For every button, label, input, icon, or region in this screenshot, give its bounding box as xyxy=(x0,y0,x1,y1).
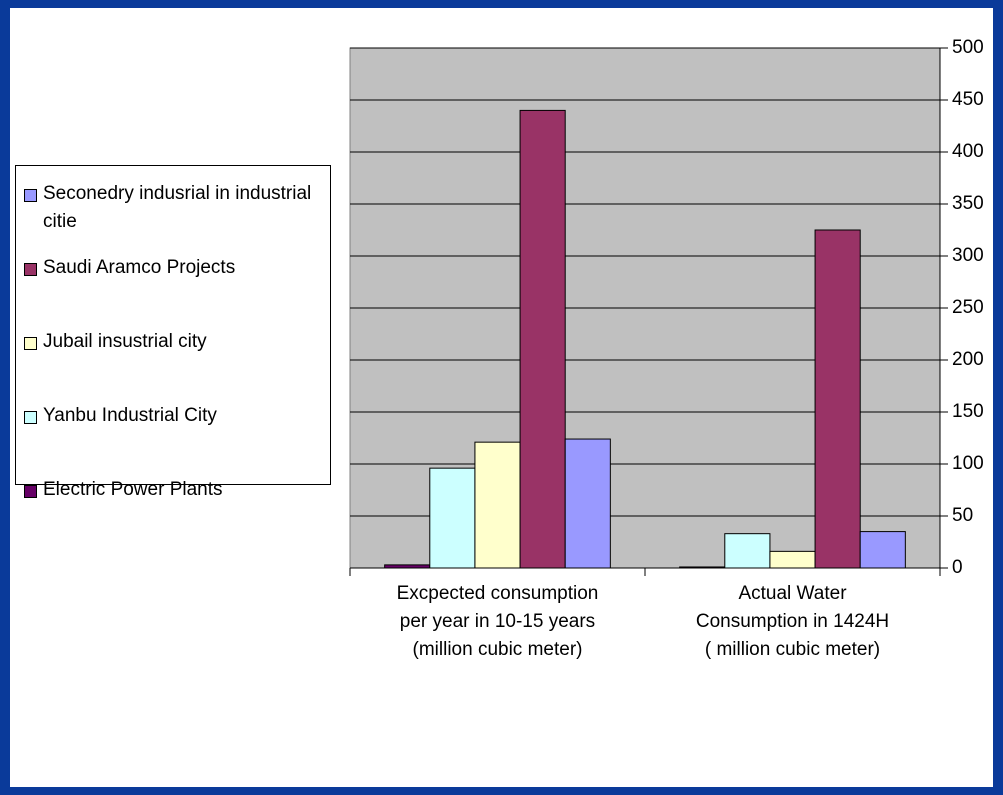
legend-entry: Yanbu Industrial City xyxy=(24,402,324,476)
bar xyxy=(384,564,431,569)
y-tick-label: 350 xyxy=(952,193,984,214)
bar xyxy=(724,533,771,569)
legend-swatch xyxy=(24,263,37,276)
legend-label: Yanbu Industrial City xyxy=(43,405,217,426)
bar xyxy=(474,441,521,569)
y-tick-label: 300 xyxy=(952,245,984,266)
bar xyxy=(519,109,566,569)
legend-entry: Seconedry indusrial in industrial citie xyxy=(24,180,324,254)
y-tick-label: 500 xyxy=(952,37,984,58)
y-tick-label: 450 xyxy=(952,89,984,110)
legend-label: Jubail insustrial city xyxy=(43,331,207,352)
chart-frame: 0 50 100 150 200 250 300 350 400 450 500 Seconedry… xyxy=(10,8,993,787)
x-tick-label: Excpected consumption per year in 10-15 … xyxy=(396,583,599,660)
legend-entry: Jubail insustrial city xyxy=(24,328,324,402)
y-tick-label: 150 xyxy=(952,401,984,422)
bar xyxy=(429,467,476,569)
legend-swatch xyxy=(24,337,37,350)
bar xyxy=(769,550,816,569)
bar xyxy=(679,566,726,569)
legend-entry: Electric Power Plants xyxy=(24,476,324,550)
legend-entry: Saudi Aramco Projects xyxy=(24,254,324,328)
y-tick-label: 50 xyxy=(952,505,973,526)
x-tick-label: Actual Water Consumption in 1424H ( mill… xyxy=(695,583,890,660)
chart: 0 50 100 150 200 250 300 350 400 450 500 xyxy=(349,37,984,578)
bar xyxy=(564,438,611,569)
legend: Seconedry indusrial in industrial citie S… xyxy=(15,165,331,500)
legend-label: Electric Power Plants xyxy=(43,479,223,500)
y-tick-label: 400 xyxy=(952,141,984,162)
legend-swatch xyxy=(24,189,37,202)
legend-swatch xyxy=(24,485,37,498)
bar xyxy=(859,531,906,569)
legend-label: Saudi Aramco Projects xyxy=(43,257,236,278)
y-tick-label: 0 xyxy=(952,557,963,578)
y-tick-label: 200 xyxy=(952,349,984,370)
legend-label: Seconedry indusrial in industrial citie xyxy=(43,183,312,232)
bar xyxy=(814,229,861,569)
y-tick-label: 250 xyxy=(952,297,984,318)
y-tick-label: 100 xyxy=(952,453,984,474)
legend-swatch xyxy=(24,411,37,424)
